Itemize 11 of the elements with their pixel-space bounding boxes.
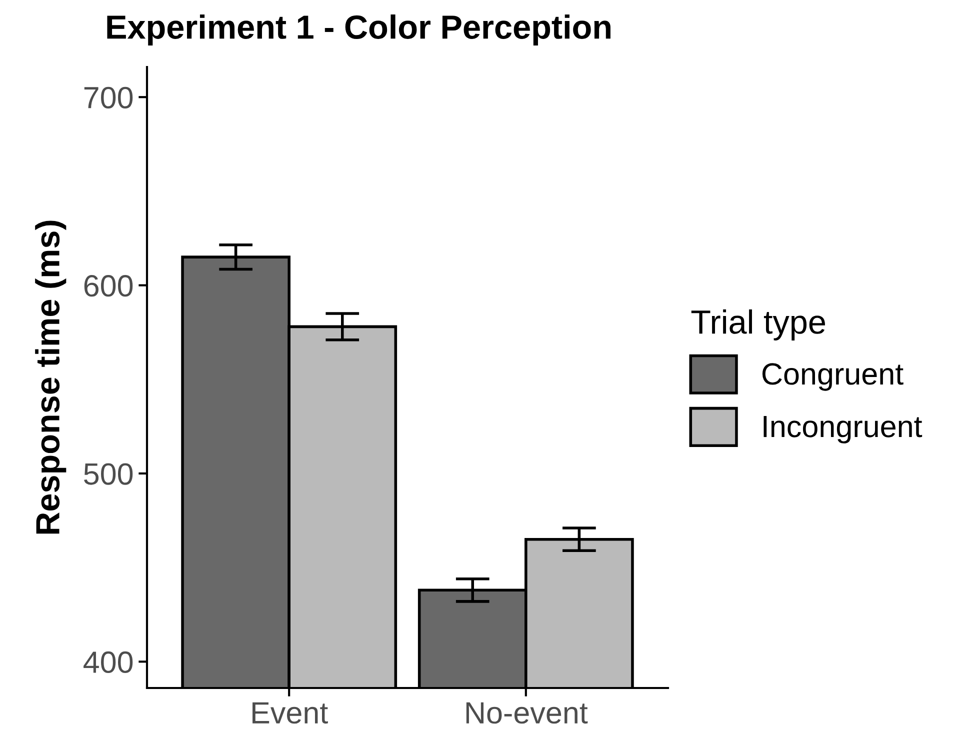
legend-label: Congruent (762, 363, 904, 391)
y-tick-label: 500 (84, 463, 133, 485)
x-tick-label: Event (252, 702, 328, 724)
y-axis-title: Response time (ms) (35, 220, 66, 534)
y-tick-label: 600 (84, 275, 133, 297)
y-tick-label: 700 (84, 86, 133, 108)
x-tick-label: No-event (466, 702, 588, 724)
legend-title: Trial type (691, 309, 825, 340)
chart-title: Experiment 1 - Color Perception (107, 14, 610, 46)
legend-label: Incongruent (764, 416, 922, 444)
y-tick-label: 400 (84, 651, 133, 674)
